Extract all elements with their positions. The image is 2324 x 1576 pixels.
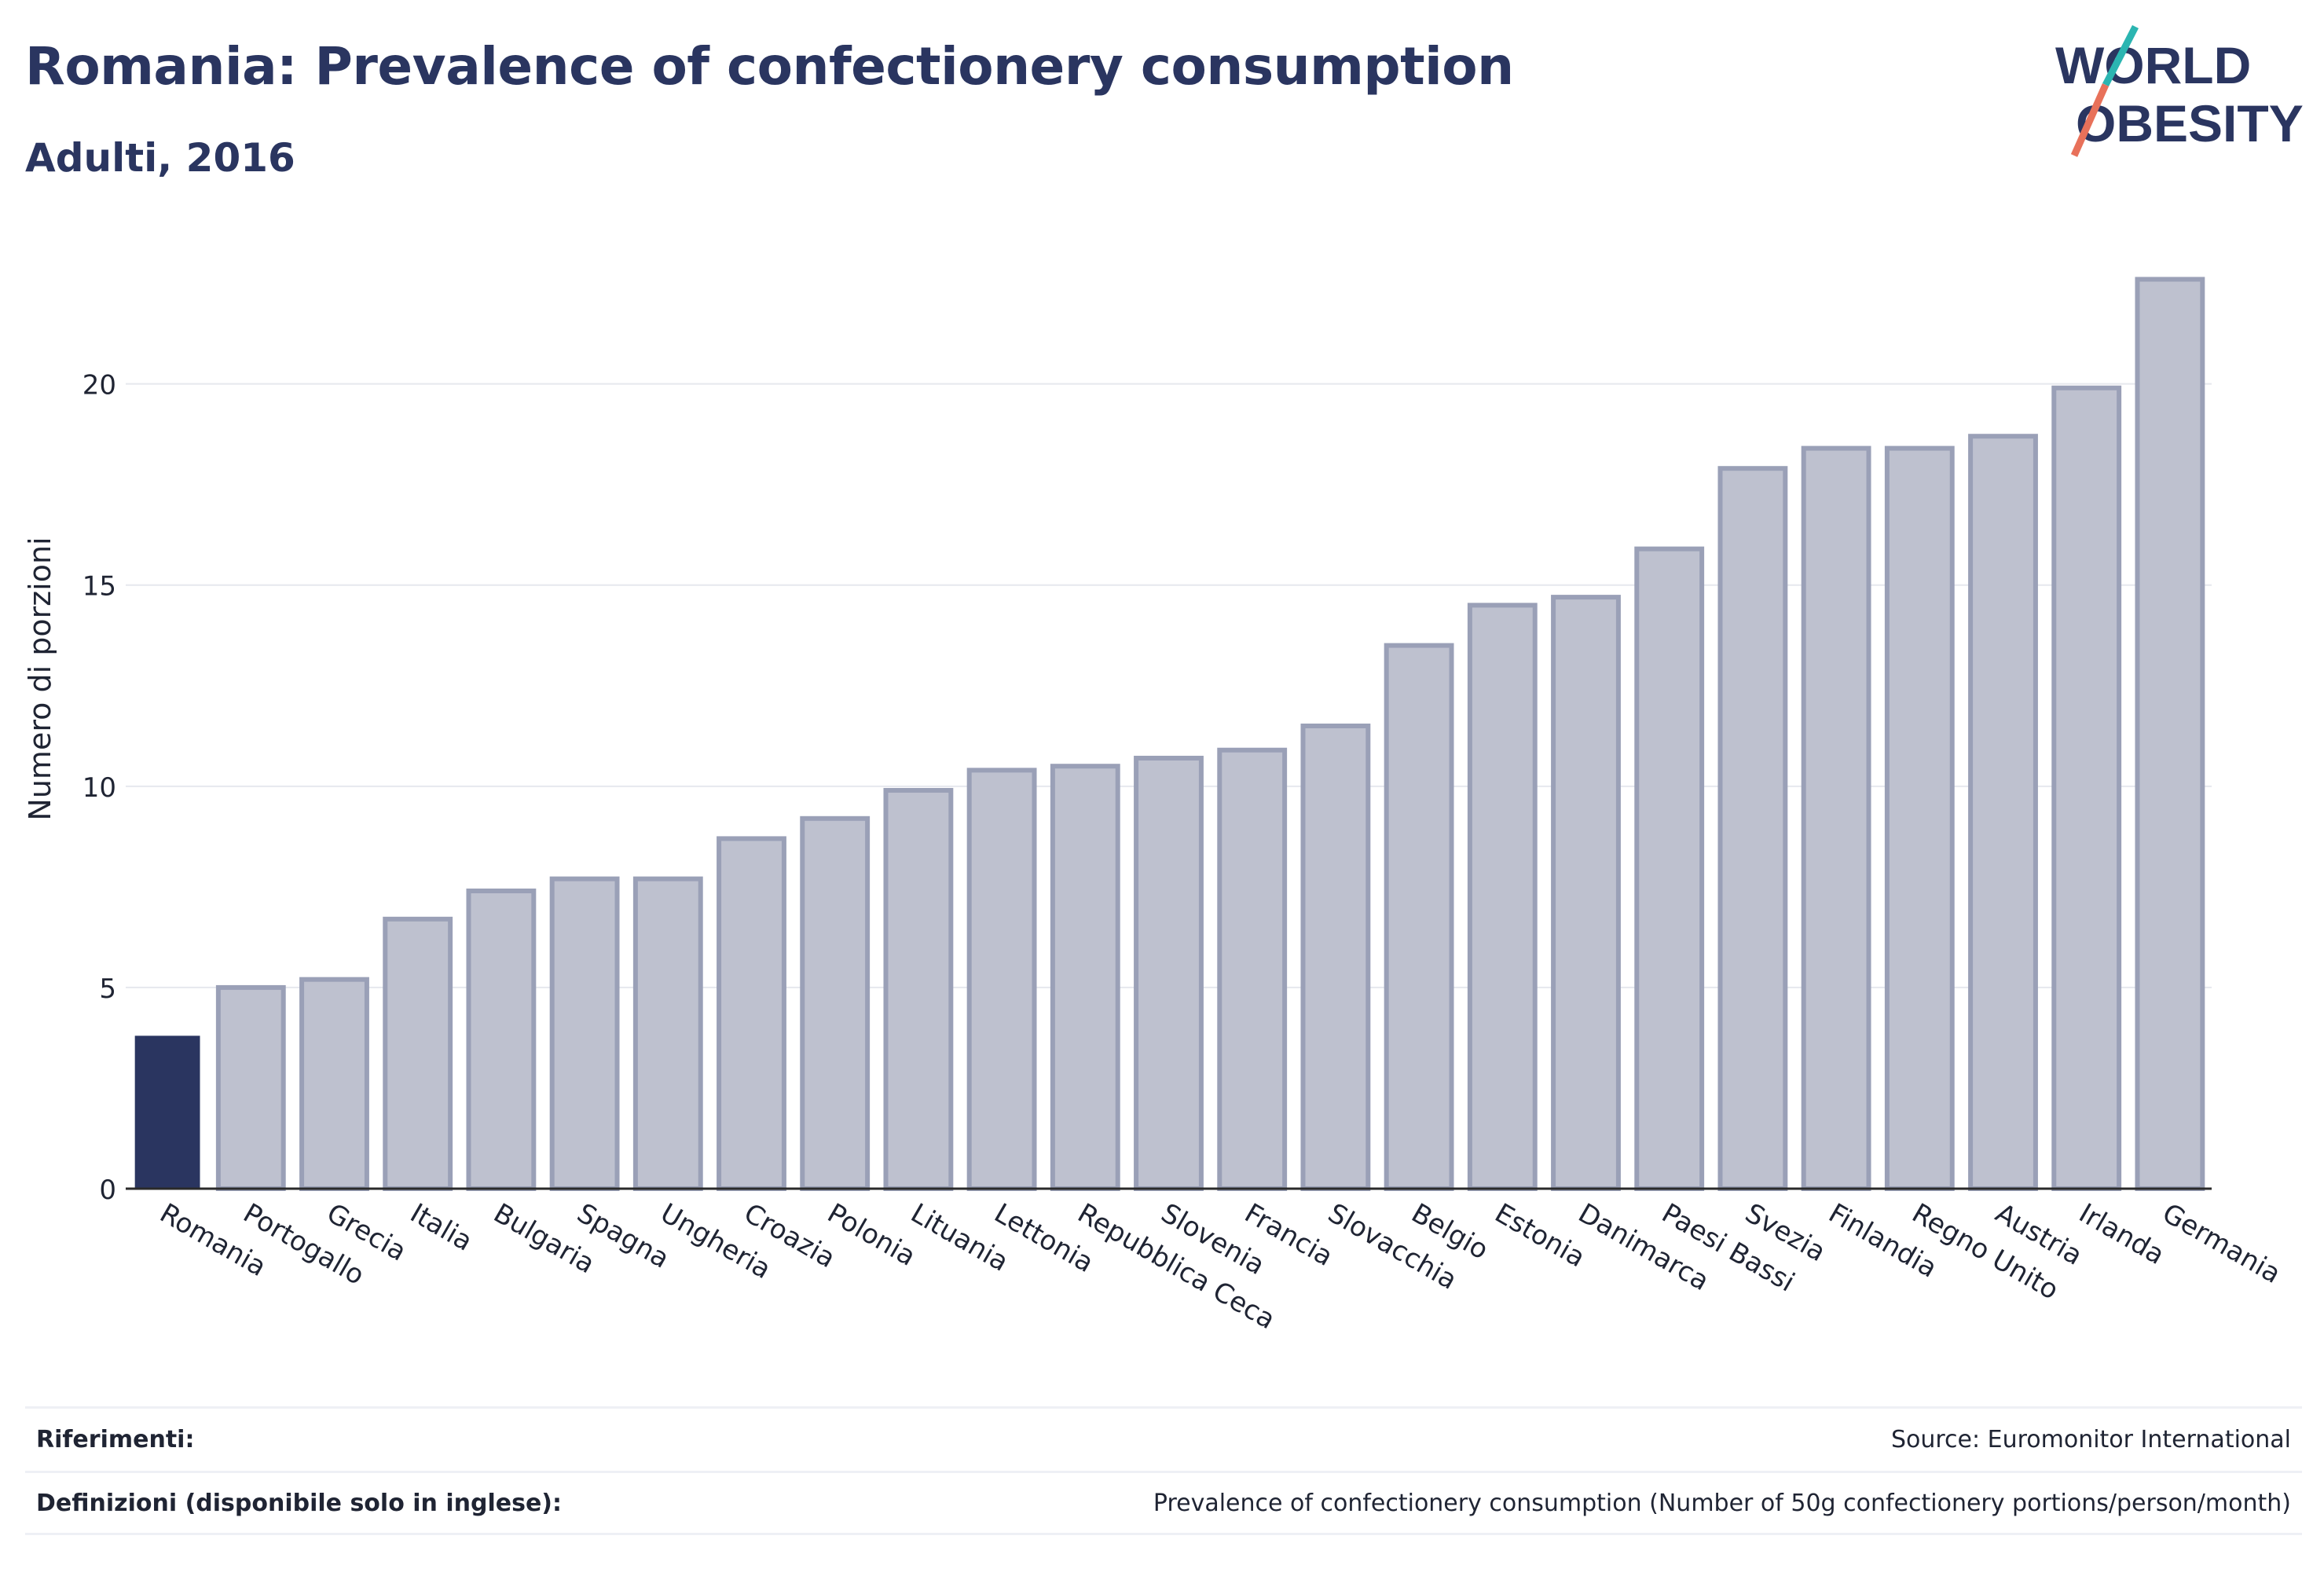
- bar-slovacchia: [1300, 724, 1371, 1191]
- x-tick-label: Polonia: [822, 1197, 921, 1273]
- y-tick-label: 0: [99, 1175, 116, 1206]
- chart-title: Romania: Prevalence of confectionery con…: [25, 36, 1514, 97]
- chart-subtitle: Adulti, 2016: [25, 135, 295, 181]
- bar-croazia: [717, 836, 786, 1191]
- y-tick-label: 15: [82, 571, 116, 603]
- y-tick-label: 20: [82, 370, 116, 401]
- bar-lettonia: [966, 768, 1037, 1191]
- bar-spagna: [549, 876, 620, 1191]
- logo-line-1: WORLD: [2055, 36, 2251, 94]
- logo-coral-slash: [2070, 83, 2110, 157]
- bar-danimarca: [1551, 595, 1621, 1191]
- y-tick-label: 5: [99, 973, 116, 1005]
- bar-irlanda: [2051, 385, 2122, 1191]
- bar-italia: [383, 916, 453, 1192]
- bar-slovenia: [1134, 755, 1204, 1191]
- bar-bulgaria: [466, 888, 537, 1192]
- bar-germania: [2135, 277, 2205, 1192]
- bar-lituania: [883, 787, 954, 1191]
- bar-svezia: [1717, 466, 1788, 1191]
- definitions-row: Definizioni (disponibile solo in inglese…: [25, 1471, 2302, 1535]
- bar-polonia: [800, 815, 871, 1192]
- definitions-label: Definizioni (disponibile solo in inglese…: [36, 1489, 562, 1517]
- bar-ungheria: [632, 876, 703, 1191]
- bar-francia: [1217, 747, 1288, 1191]
- bar-belgio: [1384, 643, 1454, 1191]
- world-obesity-logo: WORLD OBESITY: [2055, 24, 2304, 157]
- x-tick-label: Estonia: [1490, 1197, 1590, 1274]
- x-tick-label: Italia: [405, 1197, 478, 1258]
- bar-paesi-bassi: [1634, 546, 1705, 1191]
- x-tick-label: Irlanda: [2073, 1197, 2169, 1271]
- bar-romania: [134, 1035, 200, 1189]
- references-value: Source: Euromonitor International: [1890, 1426, 2291, 1453]
- bar-regno-unito: [1884, 445, 1955, 1191]
- definitions-value: Prevalence of confectionery consumption …: [1153, 1489, 2291, 1517]
- bar-finlandia: [1801, 445, 1871, 1191]
- bar-portogallo: [215, 984, 286, 1192]
- y-tick-labels: 0 5 10 15 20: [82, 370, 116, 1206]
- references-row: Riferimenti: Source: Euromonitor Interna…: [25, 1406, 2302, 1471]
- bar-estonia: [1467, 603, 1538, 1191]
- x-tick-label: Germania: [2157, 1197, 2286, 1290]
- logo-teal-slash: [2102, 24, 2139, 87]
- references-label: Riferimenti:: [36, 1426, 195, 1453]
- logo-line-2: OBESITY: [2076, 94, 2304, 152]
- bar-grecia: [299, 977, 369, 1191]
- y-axis-label: Numero di porzioni: [23, 537, 57, 820]
- y-tick-label: 10: [82, 772, 116, 804]
- bar-repubblica-ceca: [1050, 764, 1120, 1191]
- bars: [134, 277, 2205, 1192]
- bar-austria: [1968, 434, 2038, 1191]
